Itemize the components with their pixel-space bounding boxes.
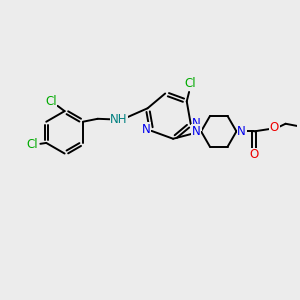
Text: O: O <box>250 148 259 161</box>
Text: Cl: Cl <box>184 76 196 90</box>
Text: N: N <box>142 123 151 136</box>
Text: N: N <box>192 118 201 130</box>
Text: Cl: Cl <box>45 94 57 108</box>
Text: Cl: Cl <box>27 138 38 151</box>
Text: NH: NH <box>110 113 128 126</box>
Text: N: N <box>191 125 200 138</box>
Text: O: O <box>270 122 279 134</box>
Text: N: N <box>237 125 246 138</box>
